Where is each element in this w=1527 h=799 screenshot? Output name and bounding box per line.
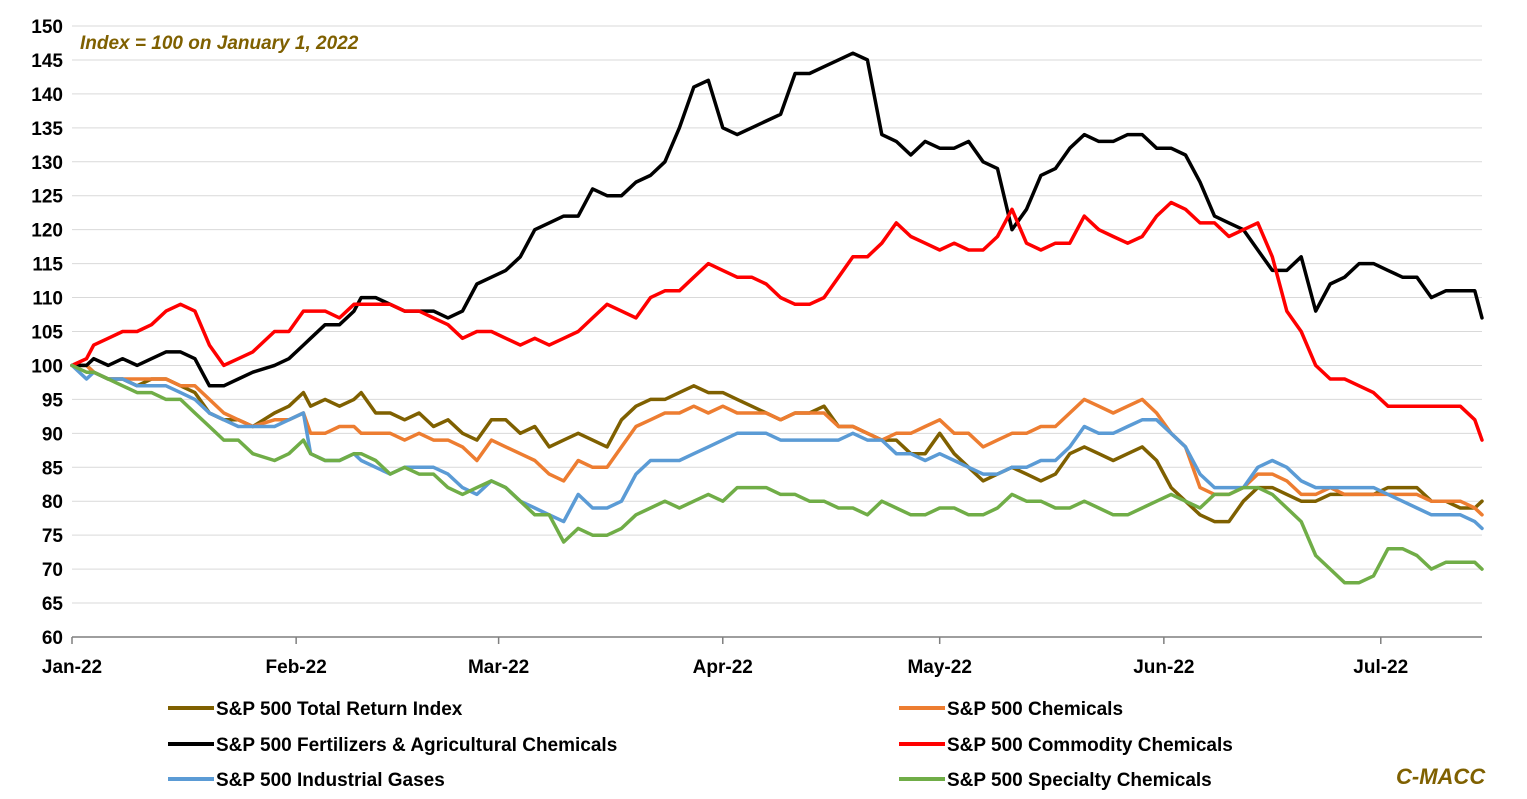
legend-label: S&P 500 Total Return Index bbox=[216, 699, 463, 720]
legend: S&P 500 Total Return Index S&P 500 Chemic… bbox=[168, 699, 1233, 791]
legend-label: S&P 500 Specialty Chemicals bbox=[947, 770, 1212, 791]
series-line-2 bbox=[70, 51, 1484, 388]
series-line-0 bbox=[70, 363, 1484, 524]
x-tick-label: Apr-22 bbox=[693, 657, 753, 678]
y-tick-label: 100 bbox=[31, 356, 63, 377]
y-tick-label: 90 bbox=[42, 424, 63, 445]
legend-item: S&P 500 Chemicals bbox=[899, 699, 1123, 720]
legend-item: S&P 500 Total Return Index bbox=[168, 699, 463, 720]
y-tick-label: 95 bbox=[42, 390, 64, 411]
y-tick-label: 150 bbox=[31, 17, 63, 38]
y-tick-label: 145 bbox=[31, 51, 63, 72]
y-tick-label: 105 bbox=[31, 323, 63, 344]
y-tick-label: 140 bbox=[31, 85, 63, 106]
y-tick-label: 80 bbox=[42, 492, 63, 513]
legend-item: S&P 500 Commodity Chemicals bbox=[899, 735, 1233, 756]
y-tick-label: 135 bbox=[31, 119, 63, 140]
x-axis: Jan-22 Feb-22 Mar-22 Apr-22 May-22 Jun-22 Jul-… bbox=[42, 636, 1482, 678]
gridlines bbox=[72, 25, 1482, 604]
index-annotation: Index = 100 on January 1, 2022 bbox=[80, 33, 359, 54]
y-tick-label: 70 bbox=[42, 560, 63, 581]
legend-label: S&P 500 Fertilizers & Agricultural Chemi… bbox=[216, 735, 617, 756]
y-tick-label: 110 bbox=[32, 289, 63, 310]
series-line-1 bbox=[70, 363, 1484, 517]
y-tick-label: 75 bbox=[42, 526, 64, 547]
x-tick-label: May-22 bbox=[907, 657, 971, 678]
y-axis: 60 65 70 75 80 85 90 95 100 105 110 115 120 125 130 135… bbox=[31, 17, 63, 649]
y-tick-label: 125 bbox=[31, 187, 63, 208]
y-tick-label: 130 bbox=[31, 153, 63, 174]
source-label: C-MACC bbox=[1396, 764, 1486, 789]
x-tick-label: Feb-22 bbox=[266, 657, 327, 678]
series-line-4 bbox=[70, 363, 1484, 531]
x-tick-label: Jan-22 bbox=[42, 657, 102, 678]
legend-item: S&P 500 Fertilizers & Agricultural Chemi… bbox=[168, 735, 617, 756]
series-line-3 bbox=[70, 200, 1484, 442]
x-tick-label: Jun-22 bbox=[1133, 657, 1194, 678]
y-tick-label: 120 bbox=[31, 221, 63, 242]
x-tick-label: Jul-22 bbox=[1353, 657, 1408, 678]
y-tick-label: 65 bbox=[42, 594, 64, 615]
y-tick-label: 115 bbox=[32, 255, 63, 276]
legend-label: S&P 500 Industrial Gases bbox=[216, 770, 445, 791]
series-line-5 bbox=[70, 363, 1484, 585]
y-tick-label: 60 bbox=[42, 628, 63, 649]
plot-area bbox=[70, 51, 1484, 585]
y-tick-label: 85 bbox=[42, 458, 64, 479]
x-tick-label: Mar-22 bbox=[468, 657, 529, 678]
legend-item: S&P 500 Specialty Chemicals bbox=[899, 770, 1212, 791]
legend-item: S&P 500 Industrial Gases bbox=[168, 770, 445, 791]
legend-label: S&P 500 Chemicals bbox=[947, 699, 1123, 720]
legend-label: S&P 500 Commodity Chemicals bbox=[947, 735, 1233, 756]
